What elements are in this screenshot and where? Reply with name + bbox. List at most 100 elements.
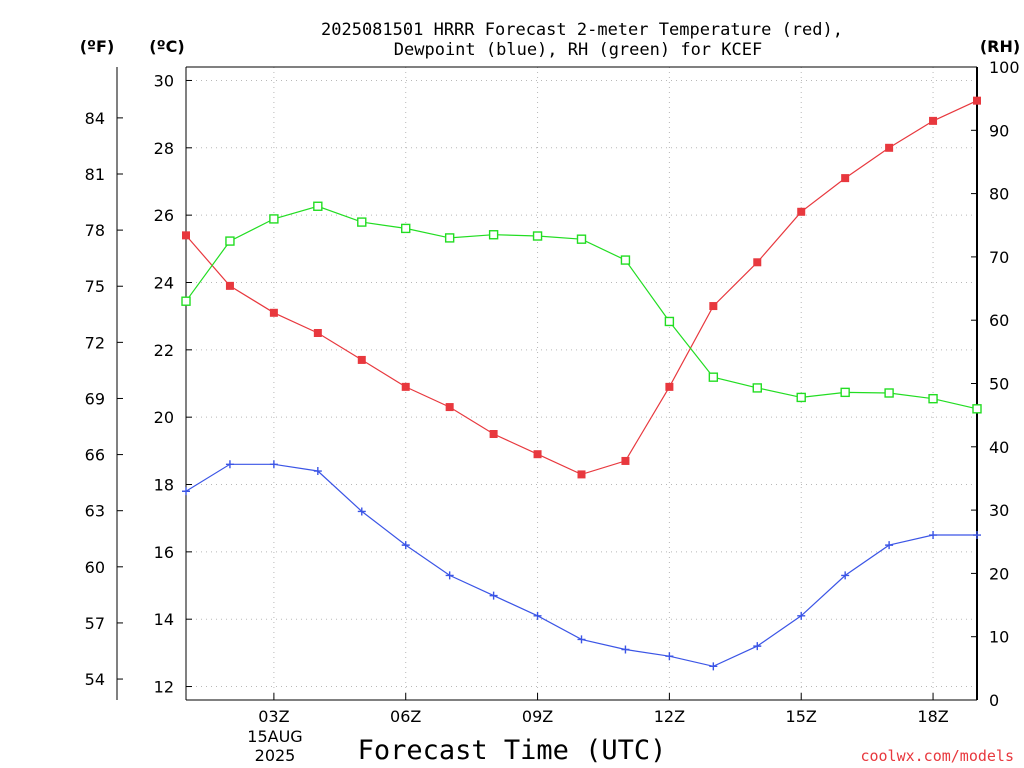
temperature-point (709, 302, 718, 311)
rh-tick-label: 90 (989, 121, 1009, 140)
rh-tick-label: 50 (989, 375, 1009, 394)
dewpoint-point (665, 652, 674, 661)
rh-point (269, 214, 279, 224)
rh-tick-label: 30 (989, 501, 1009, 520)
dewpoint-point (929, 531, 938, 540)
dewpoint-point (973, 531, 981, 540)
fahrenheit-tick-label: 84 (85, 109, 105, 128)
temperature-point (841, 174, 850, 183)
dewpoint-point (357, 507, 366, 516)
fahrenheit-tick-label: 63 (85, 502, 105, 521)
dewpoint-point (182, 487, 190, 496)
chart-title-line2: Dewpoint (blue), RH (green) for KCEF (394, 40, 762, 60)
temperature-point (269, 308, 278, 317)
rh-tick-label: 80 (989, 185, 1009, 204)
rh-point (664, 316, 675, 327)
rh-point (357, 217, 367, 227)
celsius-tick-label: 28 (154, 139, 174, 158)
celsius-tick-label: 16 (154, 543, 174, 562)
rh-point (928, 393, 938, 404)
rh-point (401, 223, 411, 234)
fahrenheit-tick-label: 54 (85, 670, 105, 689)
celsius-tick-label: 12 (154, 678, 174, 697)
rh-point (708, 372, 719, 382)
celsius-tick-label: 26 (154, 206, 174, 225)
rh-point (796, 392, 806, 403)
temperature-point (577, 470, 586, 479)
fahrenheit-tick-label: 66 (85, 446, 105, 465)
dewpoint-point (621, 645, 630, 654)
temperature-point (973, 96, 981, 105)
temperature-point (401, 382, 410, 391)
temperature-point (489, 430, 498, 439)
rh-tick-label: 40 (989, 438, 1009, 457)
temperature-point (621, 456, 630, 465)
temperature-point (797, 207, 806, 216)
dewpoint-point (841, 571, 850, 580)
date-label-day: 15AUG (247, 727, 302, 746)
rh-tick-label: 100 (989, 58, 1020, 77)
dewpoint-point (401, 541, 410, 550)
celsius-tick-label: 20 (154, 408, 174, 427)
x-tick-label: 09Z (522, 707, 553, 726)
temperature-point (225, 281, 234, 290)
grid-lines (186, 67, 977, 700)
temperature-point (885, 143, 894, 152)
dewpoint-point (489, 591, 498, 600)
rh-tick-label: 20 (989, 564, 1009, 583)
temperature-point (665, 382, 674, 391)
rh-tick-label: 70 (989, 248, 1009, 267)
fahrenheit-tick-label: 78 (85, 221, 105, 240)
date-label-year: 2025 (255, 746, 296, 765)
data-series (181, 96, 982, 671)
celsius-unit-label: (ºC) (149, 37, 184, 56)
rh-tick-label: 60 (989, 311, 1009, 330)
temperature-point (182, 231, 190, 240)
dewpoint-point (709, 662, 718, 671)
dewpoint-point (313, 467, 322, 476)
rh-point (972, 404, 982, 414)
fahrenheit-tick-label: 69 (85, 389, 105, 408)
dewpoint-point (797, 611, 806, 620)
temperature-point (313, 328, 322, 337)
dewpoint-point (269, 460, 278, 469)
temperature-point (445, 403, 454, 412)
dewpoint-point (533, 611, 542, 620)
celsius-tick-label: 24 (154, 273, 174, 292)
rh-point (181, 296, 191, 306)
rh-point (752, 383, 762, 393)
rh-point (444, 233, 455, 243)
credit-text: coolwx.com/models (860, 747, 1014, 765)
celsius-tick-label: 22 (154, 341, 174, 360)
rh-point (884, 388, 894, 398)
x-tick-label: 06Z (390, 707, 421, 726)
rh-point (488, 230, 499, 240)
fahrenheit-tick-label: 75 (85, 277, 105, 296)
rh-point (532, 231, 543, 241)
fahrenheit-tick-label: 57 (85, 614, 105, 633)
x-axis-label: Forecast Time (UTC) (358, 735, 667, 766)
fahrenheit-unit-label: (ºF) (80, 37, 115, 56)
dewpoint-point (577, 635, 586, 644)
rh-point (225, 236, 235, 246)
x-tick-label: 03Z (258, 707, 289, 726)
dewpoint-point (885, 541, 894, 550)
x-tick-label: 15Z (786, 707, 817, 726)
axes: 12 14 16 18 20 22 24 26 28 30 54 57 60 63 66 69 72 75 78 81… (85, 58, 1020, 726)
fahrenheit-tick-label: 81 (85, 165, 105, 184)
temperature-point (533, 450, 542, 459)
rh-point (313, 201, 323, 211)
rh-tick-label: 0 (989, 691, 999, 710)
dewpoint-point (445, 571, 454, 580)
temperature-point (357, 355, 366, 364)
fahrenheit-tick-label: 72 (85, 333, 105, 352)
celsius-tick-label: 30 (154, 71, 174, 90)
rh-point (620, 255, 631, 265)
x-tick-label: 12Z (654, 707, 685, 726)
x-tick-label: 18Z (917, 707, 948, 726)
temperature-point (929, 116, 938, 125)
chart-title-line1: 2025081501 HRRR Forecast 2-meter Tempera… (321, 20, 843, 40)
rh-unit-label: (RH) (980, 37, 1020, 56)
